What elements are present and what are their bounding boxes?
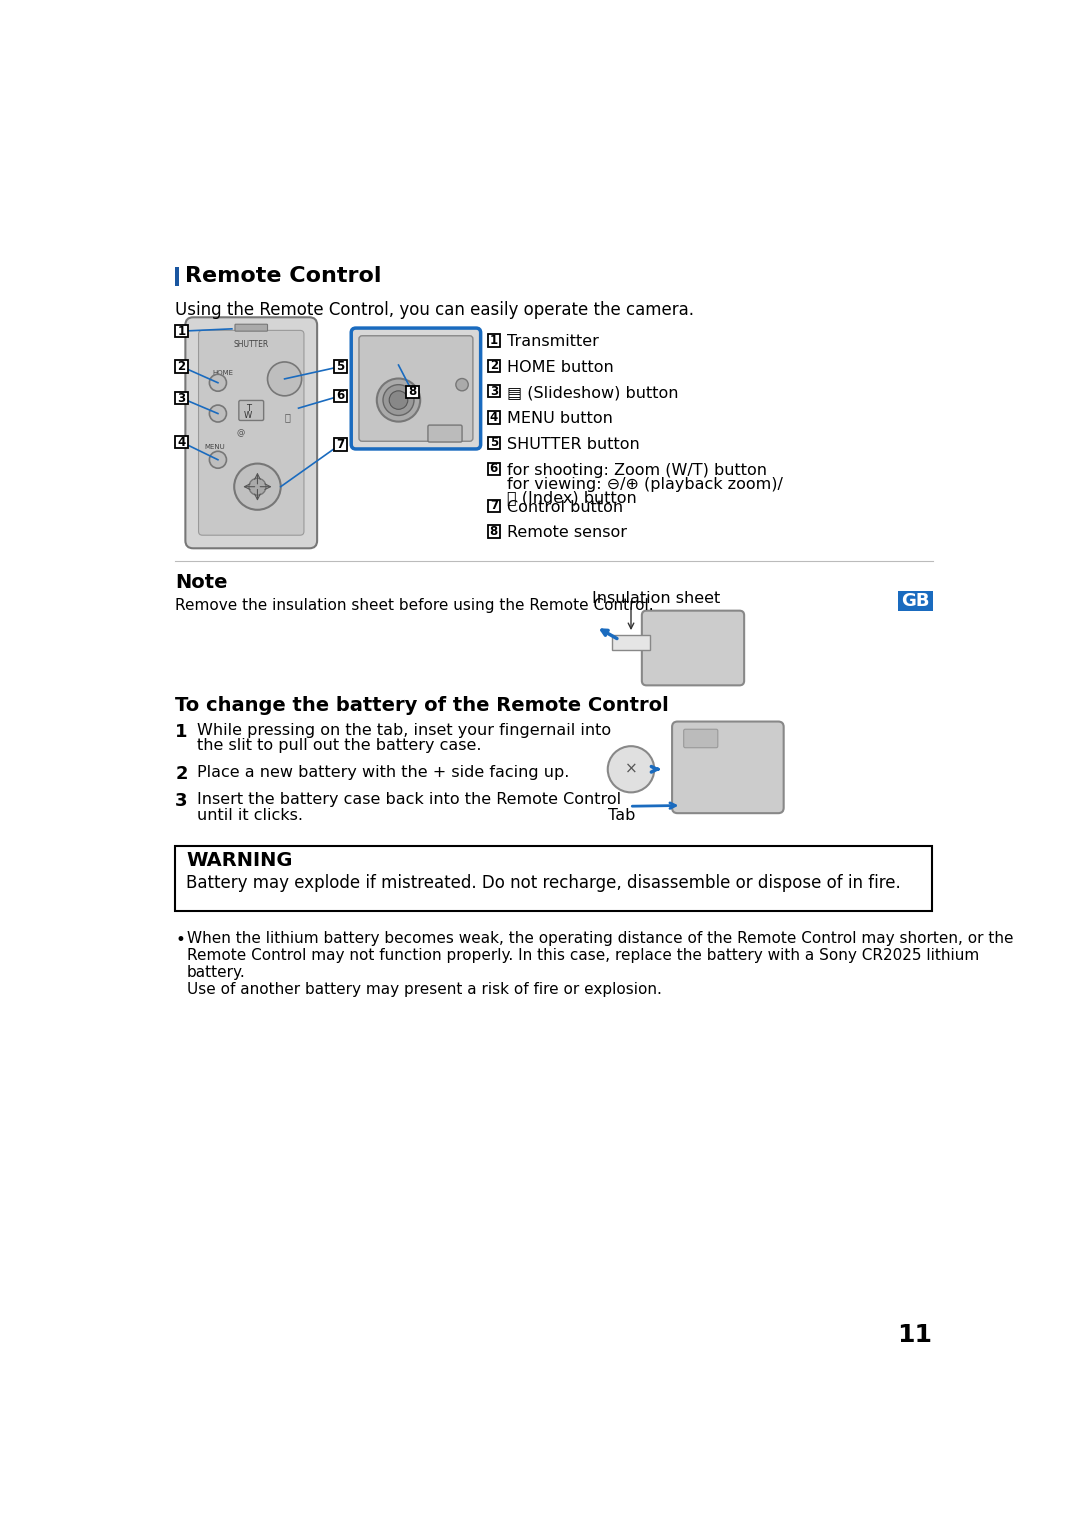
Text: 1: 1 xyxy=(489,334,498,347)
Text: for shooting: Zoom (W/T) button: for shooting: Zoom (W/T) button xyxy=(507,463,767,477)
Bar xyxy=(406,387,419,399)
Text: 6: 6 xyxy=(489,462,498,476)
Text: 4: 4 xyxy=(177,436,186,448)
Text: 1: 1 xyxy=(177,325,186,337)
Circle shape xyxy=(210,405,227,422)
Text: 6: 6 xyxy=(336,390,345,402)
Text: Insulation sheet: Insulation sheet xyxy=(592,591,720,606)
Text: Note: Note xyxy=(175,572,228,592)
Text: for viewing: ⊖/⊕ (playback zoom)/: for viewing: ⊖/⊕ (playback zoom)/ xyxy=(507,477,783,492)
Circle shape xyxy=(210,374,227,391)
Text: 7: 7 xyxy=(336,437,345,451)
Text: 5: 5 xyxy=(336,360,345,373)
FancyBboxPatch shape xyxy=(428,425,462,442)
Bar xyxy=(488,334,500,347)
Bar xyxy=(488,525,500,537)
Bar xyxy=(897,591,933,611)
FancyBboxPatch shape xyxy=(199,330,303,535)
Text: 5: 5 xyxy=(489,436,498,449)
Bar xyxy=(488,463,500,476)
Text: Remote sensor: Remote sensor xyxy=(507,525,627,540)
Text: W: W xyxy=(244,411,253,420)
Circle shape xyxy=(456,379,469,391)
Text: 2: 2 xyxy=(177,360,186,373)
Text: SHUTTER button: SHUTTER button xyxy=(507,437,639,451)
Text: Transmitter: Transmitter xyxy=(507,334,599,350)
Text: To change the battery of the Remote Control: To change the battery of the Remote Cont… xyxy=(175,696,669,715)
Text: HOME button: HOME button xyxy=(507,359,613,374)
Text: Place a new battery with the + side facing up.: Place a new battery with the + side faci… xyxy=(197,765,569,781)
Text: ×: × xyxy=(624,762,637,776)
Circle shape xyxy=(268,362,301,396)
Text: Insert the battery case back into the Remote Control: Insert the battery case back into the Re… xyxy=(197,793,621,807)
Text: 8: 8 xyxy=(408,385,417,399)
Circle shape xyxy=(389,391,408,410)
FancyBboxPatch shape xyxy=(186,318,318,548)
Bar xyxy=(488,411,500,423)
Text: 3: 3 xyxy=(489,385,498,397)
Text: ⧠: ⧠ xyxy=(285,413,291,422)
FancyBboxPatch shape xyxy=(359,336,473,442)
Text: ▤ (Slideshow) button: ▤ (Slideshow) button xyxy=(507,385,678,400)
Bar xyxy=(175,267,179,285)
Bar xyxy=(175,847,932,911)
Text: @: @ xyxy=(237,428,244,437)
Bar xyxy=(488,437,500,449)
Circle shape xyxy=(210,451,227,468)
Bar xyxy=(488,500,500,512)
Circle shape xyxy=(383,385,414,416)
Text: 2: 2 xyxy=(489,359,498,373)
Text: the slit to pull out the battery case.: the slit to pull out the battery case. xyxy=(197,738,482,753)
Bar xyxy=(175,360,188,373)
Text: 7: 7 xyxy=(489,500,498,512)
Text: 8: 8 xyxy=(489,525,498,538)
Text: Use of another battery may present a risk of fire or explosion.: Use of another battery may present a ris… xyxy=(187,982,662,997)
Text: Remove the insulation sheet before using the Remote Control.: Remove the insulation sheet before using… xyxy=(175,598,653,614)
Text: ⧠ (Index) button: ⧠ (Index) button xyxy=(507,491,637,506)
Text: GB: GB xyxy=(901,592,930,609)
FancyBboxPatch shape xyxy=(235,324,268,331)
Polygon shape xyxy=(611,635,650,650)
Circle shape xyxy=(248,479,266,495)
Bar xyxy=(175,393,188,405)
FancyBboxPatch shape xyxy=(239,400,264,420)
Bar xyxy=(488,359,500,371)
Text: 1: 1 xyxy=(175,723,188,741)
Text: MENU button: MENU button xyxy=(507,411,612,426)
Text: 3: 3 xyxy=(177,391,186,405)
Text: T: T xyxy=(245,403,251,413)
Bar xyxy=(334,360,347,373)
Circle shape xyxy=(377,379,420,422)
Text: WARNING: WARNING xyxy=(186,851,293,870)
Bar xyxy=(334,439,347,451)
Circle shape xyxy=(234,463,281,509)
Bar xyxy=(175,436,188,448)
Text: MENU: MENU xyxy=(204,445,226,451)
Text: SHUTTER: SHUTTER xyxy=(233,341,269,350)
Text: Control button: Control button xyxy=(507,500,623,515)
Text: •: • xyxy=(175,931,185,950)
Text: until it clicks.: until it clicks. xyxy=(197,808,303,822)
Text: While pressing on the tab, inset your fingernail into: While pressing on the tab, inset your fi… xyxy=(197,723,611,738)
Text: Remote Control may not function properly. In this case, replace the battery with: Remote Control may not function properly… xyxy=(187,948,980,963)
Text: Battery may explode if mistreated. Do not recharge, disassemble or dispose of in: Battery may explode if mistreated. Do no… xyxy=(186,874,901,891)
Circle shape xyxy=(608,746,654,793)
Text: 4: 4 xyxy=(489,411,498,423)
FancyBboxPatch shape xyxy=(642,611,744,686)
Bar xyxy=(488,385,500,397)
Text: 3: 3 xyxy=(175,793,188,810)
FancyBboxPatch shape xyxy=(672,721,784,813)
Text: battery.: battery. xyxy=(187,965,245,980)
Bar xyxy=(334,390,347,402)
Text: HOME: HOME xyxy=(212,370,233,376)
Text: Remote Control: Remote Control xyxy=(186,267,382,287)
Bar xyxy=(175,325,188,337)
Text: 2: 2 xyxy=(175,765,188,784)
FancyBboxPatch shape xyxy=(684,729,718,747)
Text: 11: 11 xyxy=(896,1322,932,1347)
FancyBboxPatch shape xyxy=(351,328,481,449)
Text: When the lithium battery becomes weak, the operating distance of the Remote Cont: When the lithium battery becomes weak, t… xyxy=(187,931,1013,946)
Text: Tab: Tab xyxy=(608,808,635,822)
Text: Using the Remote Control, you can easily operate the camera.: Using the Remote Control, you can easily… xyxy=(175,301,694,319)
